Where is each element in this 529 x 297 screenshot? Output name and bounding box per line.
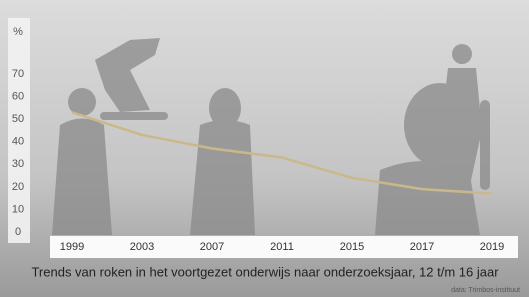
chart: % Trends van roken in het voortgezet ond… [0, 0, 529, 297]
x-tick-label: 2003 [130, 241, 154, 253]
y-tick-label: 40 [12, 136, 24, 148]
source: data: Trimbos-instituut [451, 287, 520, 294]
x-tick-label: 2017 [410, 241, 434, 253]
y-tick-label: 70 [12, 68, 24, 80]
y-tick-label: 20 [12, 181, 24, 193]
x-tick-label: 2015 [340, 241, 364, 253]
chart-title: Trends van roken in het voortgezet onder… [31, 264, 499, 279]
x-tick-label: 1999 [60, 241, 84, 253]
x-tick-label: 2019 [480, 241, 504, 253]
y-tick-label: 10 [12, 203, 24, 215]
x-tick-label: 2011 [270, 241, 294, 253]
x-tick-label: 2007 [200, 241, 224, 253]
y-tick-label: 60 [12, 90, 24, 102]
y-tick-label: 50 [12, 113, 24, 125]
y-tick-label: 0 [15, 226, 21, 238]
y-tick-label: 30 [12, 158, 24, 170]
y-axis-label: % [13, 26, 23, 38]
